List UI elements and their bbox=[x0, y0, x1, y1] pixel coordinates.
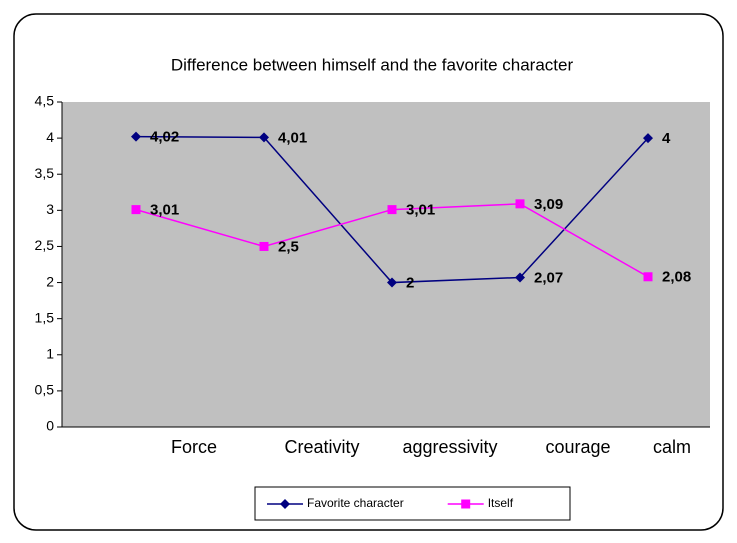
marker bbox=[515, 199, 525, 209]
y-tick-label: 1 bbox=[46, 345, 54, 361]
y-tick-label: 4,5 bbox=[35, 93, 55, 109]
x-tick-label: calm bbox=[653, 437, 691, 457]
y-tick-label: 1,5 bbox=[35, 309, 55, 325]
marker bbox=[259, 132, 269, 143]
marker bbox=[643, 272, 653, 282]
legend-marker bbox=[461, 499, 471, 509]
legend-marker bbox=[280, 499, 290, 509]
value-label: 4,02 bbox=[150, 129, 179, 146]
x-tick-label: aggressivity bbox=[402, 437, 497, 457]
x-tick-label: Force bbox=[171, 437, 217, 457]
value-label: 2,5 bbox=[278, 238, 299, 255]
value-label: 4,01 bbox=[278, 129, 307, 146]
x-tick-label: courage bbox=[545, 437, 610, 457]
y-tick-label: 0 bbox=[46, 418, 54, 434]
x-tick-label: Creativity bbox=[284, 437, 359, 457]
legend-label: Itself bbox=[488, 496, 514, 510]
marker bbox=[643, 133, 653, 144]
value-label: 3,09 bbox=[534, 196, 563, 213]
legend-label: Favorite character bbox=[307, 496, 404, 510]
y-tick-label: 3,5 bbox=[35, 165, 55, 181]
value-label: 2,07 bbox=[534, 269, 563, 286]
value-label: 4 bbox=[662, 130, 671, 147]
marker bbox=[387, 277, 397, 288]
marker bbox=[259, 241, 269, 251]
marker bbox=[387, 205, 397, 215]
value-label: 2,08 bbox=[662, 269, 691, 286]
y-tick-label: 3 bbox=[46, 201, 54, 217]
value-label: 3,01 bbox=[406, 202, 435, 219]
plot-area bbox=[62, 102, 710, 427]
marker bbox=[131, 131, 141, 142]
y-tick-label: 2,5 bbox=[35, 237, 55, 253]
marker bbox=[515, 272, 525, 283]
y-tick-label: 2 bbox=[46, 273, 54, 289]
value-label: 2 bbox=[406, 275, 414, 292]
legend-box bbox=[254, 486, 571, 521]
marker bbox=[131, 205, 141, 215]
y-tick-label: 0,5 bbox=[35, 382, 55, 398]
value-label: 3,01 bbox=[150, 202, 179, 219]
chart-title: Difference between himself and the favor… bbox=[171, 55, 574, 74]
y-tick-label: 4 bbox=[46, 129, 54, 145]
